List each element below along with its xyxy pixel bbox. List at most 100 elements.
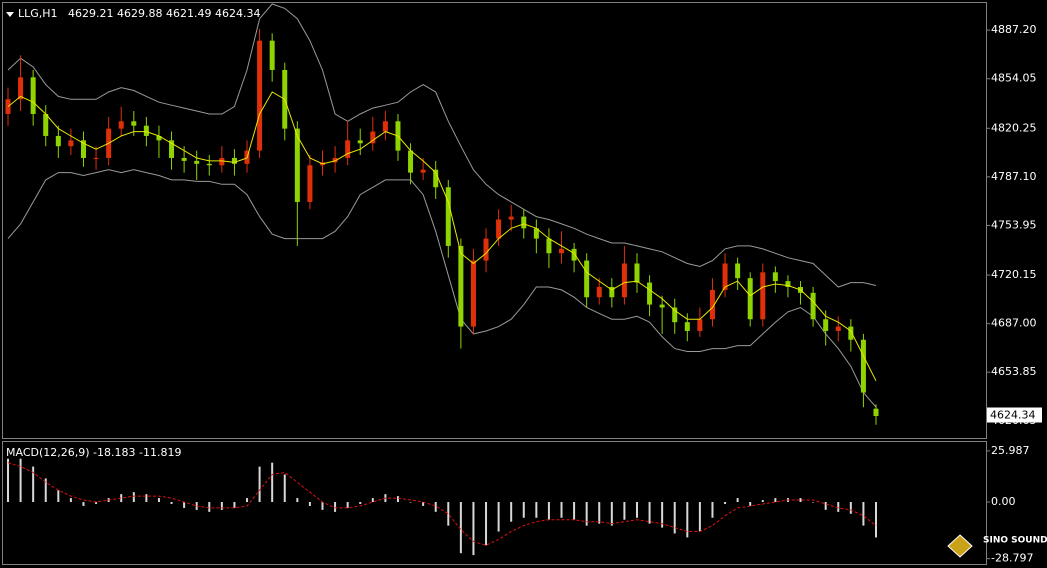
macd-bar — [485, 502, 488, 546]
macd-bar — [761, 500, 764, 503]
macd-bar — [724, 502, 727, 504]
candle-body — [408, 150, 414, 173]
y-tick-label: 25.987 — [991, 444, 1030, 457]
candle-body — [357, 140, 363, 144]
macd-bar — [686, 502, 689, 538]
macd-bar — [774, 498, 777, 503]
macd-bar — [547, 502, 550, 520]
candle-body — [722, 263, 728, 290]
macd-bar — [132, 492, 135, 503]
macd-bar — [359, 502, 362, 504]
candle-body — [760, 272, 766, 320]
y-tick-label: -28.797 — [991, 552, 1033, 565]
macd-bar — [598, 502, 601, 524]
candle-body — [810, 292, 816, 320]
y-tick-label: 4887.20 — [991, 23, 1037, 36]
symbol: LLG,H1 — [18, 7, 58, 20]
candle-body — [370, 131, 376, 144]
macd-bar — [422, 502, 425, 506]
macd-bar — [447, 502, 450, 526]
macd-bar — [799, 498, 802, 503]
candle-body — [382, 121, 388, 132]
candle-body — [508, 216, 514, 220]
macd-bar — [434, 502, 437, 512]
macd-bar — [296, 498, 299, 503]
candle-body — [470, 260, 476, 327]
candle-body — [559, 248, 565, 254]
candle-body — [194, 160, 200, 164]
macd-bar — [824, 502, 827, 510]
candle-body — [747, 278, 753, 320]
candle-body — [206, 163, 212, 166]
y-tick-label: 4753.95 — [991, 218, 1037, 231]
y-tick-label: 0.00 — [991, 495, 1016, 508]
candle-body — [307, 165, 313, 202]
macd-bar — [220, 502, 223, 510]
candle-body — [634, 263, 640, 283]
macd-bar — [472, 502, 475, 556]
macd-bar — [334, 502, 337, 512]
macd-bar — [661, 502, 664, 528]
candle-body — [621, 263, 627, 298]
candle-body — [772, 272, 778, 282]
macd-bar — [535, 502, 538, 518]
macd-bar — [736, 498, 739, 503]
candle-body — [684, 322, 690, 331]
candle-body — [143, 125, 149, 136]
macd-title: MACD(12,26,9) -18.183 -11.819 — [6, 446, 181, 459]
candle-body — [584, 260, 590, 298]
candle-body — [709, 289, 715, 320]
candle-body — [546, 238, 552, 254]
candle-body — [93, 157, 99, 159]
candle-body — [873, 408, 879, 417]
macd-bar — [875, 502, 877, 538]
candle-body — [420, 169, 426, 173]
macd-bar — [623, 502, 626, 520]
candle-body — [68, 140, 74, 147]
candle-body — [118, 121, 124, 129]
candle-body — [169, 140, 175, 158]
candle-body — [735, 263, 741, 279]
band-upper — [7, 3, 877, 288]
macd-bar — [145, 494, 148, 503]
candle-body — [672, 307, 678, 323]
candle-body — [433, 169, 439, 188]
y-tick-label: 4820.25 — [991, 121, 1037, 134]
macd-bar — [673, 502, 676, 534]
macd-bar — [862, 502, 865, 526]
macd-bar — [510, 502, 513, 522]
y-tick-label: 4854.05 — [991, 72, 1037, 85]
main-panel — [2, 2, 987, 439]
macd-bar — [560, 502, 563, 518]
macd-bar — [459, 502, 462, 554]
candle-body — [332, 157, 338, 163]
candle-body — [659, 304, 665, 308]
macd-bar — [648, 502, 651, 524]
macd-panel — [2, 441, 987, 565]
macd-bar — [573, 502, 576, 520]
candle-body — [848, 326, 854, 340]
moving-average — [7, 91, 877, 382]
macd-bar — [283, 474, 286, 503]
macd-bar — [837, 502, 840, 512]
macd-bar — [44, 478, 47, 503]
macd-bar — [371, 498, 374, 503]
macd-bar — [409, 502, 412, 503]
candle-body — [823, 319, 829, 331]
candle-body — [458, 245, 464, 327]
macd-bar — [208, 502, 211, 512]
macd-bar — [7, 458, 9, 503]
candle-body — [269, 40, 275, 70]
candle-body — [131, 121, 137, 126]
macd-bar — [749, 502, 752, 506]
macd-bar — [711, 502, 714, 518]
candle-body — [496, 219, 502, 239]
macd-bar — [57, 490, 60, 503]
symbol-arrow — [6, 12, 14, 17]
macd-bar — [233, 502, 236, 508]
candle-body — [647, 282, 653, 305]
y-tick-label: 4687.00 — [991, 317, 1037, 330]
candle-body — [345, 140, 351, 158]
